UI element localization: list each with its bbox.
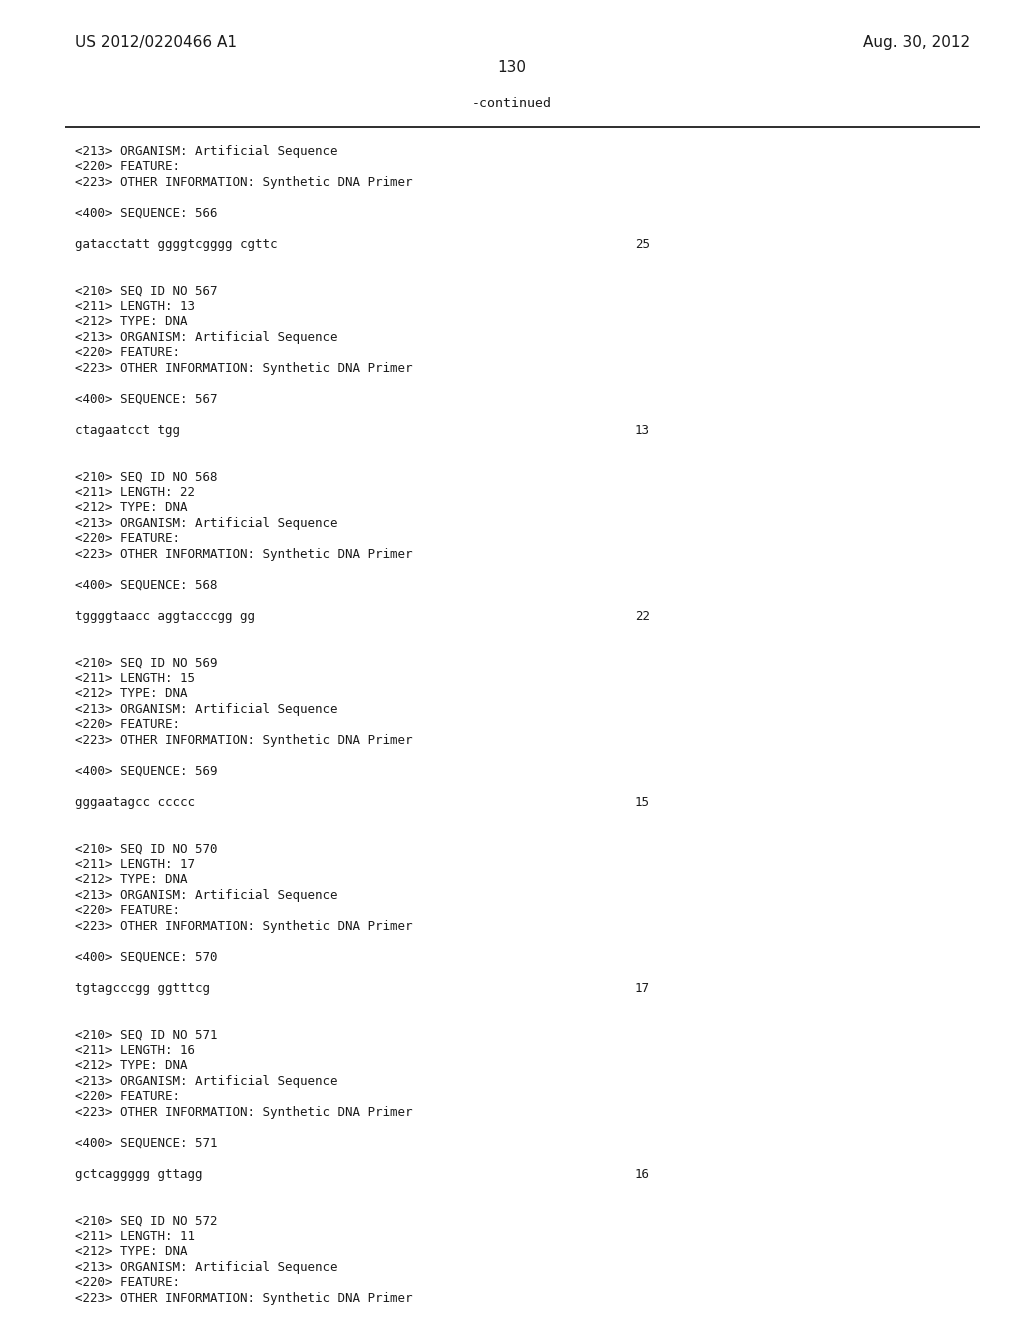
Text: <220> FEATURE:: <220> FEATURE: [75,532,180,545]
Text: gggaatagcc ccccc: gggaatagcc ccccc [75,796,195,809]
Text: 13: 13 [635,424,650,437]
Text: tggggtaacc aggtacccgg gg: tggggtaacc aggtacccgg gg [75,610,255,623]
Text: <223> OTHER INFORMATION: Synthetic DNA Primer: <223> OTHER INFORMATION: Synthetic DNA P… [75,1106,413,1119]
Text: Aug. 30, 2012: Aug. 30, 2012 [863,36,970,50]
Text: <213> ORGANISM: Artificial Sequence: <213> ORGANISM: Artificial Sequence [75,145,338,158]
Text: <210> SEQ ID NO 567: <210> SEQ ID NO 567 [75,285,217,297]
Text: <212> TYPE: DNA: <212> TYPE: DNA [75,502,187,515]
Text: 16: 16 [635,1168,650,1181]
Text: <210> SEQ ID NO 571: <210> SEQ ID NO 571 [75,1028,217,1041]
Text: <223> OTHER INFORMATION: Synthetic DNA Primer: <223> OTHER INFORMATION: Synthetic DNA P… [75,920,413,933]
Text: US 2012/0220466 A1: US 2012/0220466 A1 [75,36,237,50]
Text: <212> TYPE: DNA: <212> TYPE: DNA [75,315,187,329]
Text: <211> LENGTH: 22: <211> LENGTH: 22 [75,486,195,499]
Text: 130: 130 [498,59,526,75]
Text: <400> SEQUENCE: 567: <400> SEQUENCE: 567 [75,393,217,407]
Text: 17: 17 [635,982,650,995]
Text: <212> TYPE: DNA: <212> TYPE: DNA [75,1246,187,1258]
Text: <211> LENGTH: 15: <211> LENGTH: 15 [75,672,195,685]
Text: 25: 25 [635,238,650,251]
Text: <223> OTHER INFORMATION: Synthetic DNA Primer: <223> OTHER INFORMATION: Synthetic DNA P… [75,548,413,561]
Text: <212> TYPE: DNA: <212> TYPE: DNA [75,688,187,701]
Text: 15: 15 [635,796,650,809]
Text: <213> ORGANISM: Artificial Sequence: <213> ORGANISM: Artificial Sequence [75,704,338,715]
Text: <220> FEATURE:: <220> FEATURE: [75,1276,180,1290]
Text: -continued: -continued [472,96,552,110]
Text: <211> LENGTH: 13: <211> LENGTH: 13 [75,300,195,313]
Text: <213> ORGANISM: Artificial Sequence: <213> ORGANISM: Artificial Sequence [75,888,338,902]
Text: <212> TYPE: DNA: <212> TYPE: DNA [75,874,187,887]
Text: <211> LENGTH: 11: <211> LENGTH: 11 [75,1230,195,1243]
Text: <210> SEQ ID NO 572: <210> SEQ ID NO 572 [75,1214,217,1228]
Text: <211> LENGTH: 17: <211> LENGTH: 17 [75,858,195,871]
Text: <220> FEATURE:: <220> FEATURE: [75,1090,180,1104]
Text: <220> FEATURE:: <220> FEATURE: [75,718,180,731]
Text: gctcaggggg gttagg: gctcaggggg gttagg [75,1168,203,1181]
Text: gatacctatt ggggtcgggg cgttc: gatacctatt ggggtcgggg cgttc [75,238,278,251]
Text: <210> SEQ ID NO 570: <210> SEQ ID NO 570 [75,842,217,855]
Text: <220> FEATURE:: <220> FEATURE: [75,904,180,917]
Text: <213> ORGANISM: Artificial Sequence: <213> ORGANISM: Artificial Sequence [75,1074,338,1088]
Text: <223> OTHER INFORMATION: Synthetic DNA Primer: <223> OTHER INFORMATION: Synthetic DNA P… [75,1292,413,1305]
Text: <400> SEQUENCE: 569: <400> SEQUENCE: 569 [75,766,217,777]
Text: <213> ORGANISM: Artificial Sequence: <213> ORGANISM: Artificial Sequence [75,331,338,345]
Text: <400> SEQUENCE: 566: <400> SEQUENCE: 566 [75,207,217,220]
Text: <400> SEQUENCE: 568: <400> SEQUENCE: 568 [75,579,217,591]
Text: tgtagcccgg ggtttcg: tgtagcccgg ggtttcg [75,982,210,995]
Text: <210> SEQ ID NO 568: <210> SEQ ID NO 568 [75,470,217,483]
Text: 22: 22 [635,610,650,623]
Text: <212> TYPE: DNA: <212> TYPE: DNA [75,1060,187,1072]
Text: <220> FEATURE:: <220> FEATURE: [75,161,180,173]
Text: <210> SEQ ID NO 569: <210> SEQ ID NO 569 [75,656,217,669]
Text: <223> OTHER INFORMATION: Synthetic DNA Primer: <223> OTHER INFORMATION: Synthetic DNA P… [75,734,413,747]
Text: <400> SEQUENCE: 570: <400> SEQUENCE: 570 [75,950,217,964]
Text: <223> OTHER INFORMATION: Synthetic DNA Primer: <223> OTHER INFORMATION: Synthetic DNA P… [75,176,413,189]
Text: <213> ORGANISM: Artificial Sequence: <213> ORGANISM: Artificial Sequence [75,517,338,531]
Text: <211> LENGTH: 16: <211> LENGTH: 16 [75,1044,195,1057]
Text: <400> SEQUENCE: 571: <400> SEQUENCE: 571 [75,1137,217,1150]
Text: <213> ORGANISM: Artificial Sequence: <213> ORGANISM: Artificial Sequence [75,1261,338,1274]
Text: <223> OTHER INFORMATION: Synthetic DNA Primer: <223> OTHER INFORMATION: Synthetic DNA P… [75,362,413,375]
Text: ctagaatcct tgg: ctagaatcct tgg [75,424,180,437]
Text: <220> FEATURE:: <220> FEATURE: [75,346,180,359]
